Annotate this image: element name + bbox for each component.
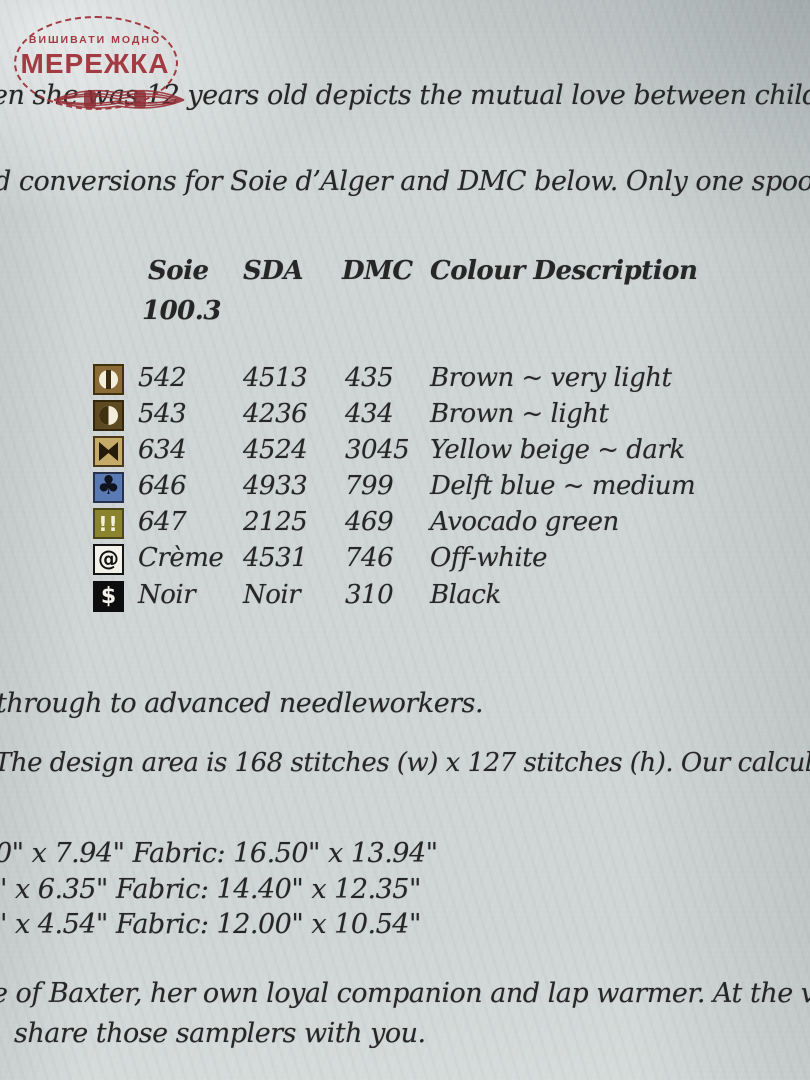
symbol-at-sign-icon: @ — [93, 544, 124, 575]
cell-dmc: 310 — [345, 580, 394, 610]
paragraph-line-conversions: d conversions for Soie d’Alger and DMC b… — [0, 166, 810, 197]
cell-description: Black — [430, 580, 501, 610]
cell-soie: 634 — [138, 435, 187, 465]
thread-skein-icon — [53, 89, 185, 109]
symbol-bowtie-x-icon — [93, 436, 124, 467]
column-header-dmc: DMC — [342, 256, 413, 286]
paragraph-line-share: share those samplers with you. — [14, 1018, 426, 1049]
paragraph-line-design-area: The design area is 168 stitches (w) x 12… — [0, 748, 810, 778]
fabric-size-line: " x 4.54" Fabric: 12.00" x 10.54" — [0, 909, 421, 940]
column-header-soie: Soie — [148, 256, 209, 286]
merezhka-logo: ВИШИВАТИ МОДНО МЕРЕЖКА — [10, 12, 190, 116]
table-row: 543 4236 434 Brown ~ light — [0, 399, 810, 435]
fabric-size-line: 0" x 7.94" Fabric: 16.50" x 13.94" — [0, 838, 438, 869]
logo-tagline: ВИШИВАТИ МОДНО — [28, 34, 162, 46]
symbol-dollar-sign-icon: $ — [93, 581, 124, 612]
table-row: 634 4524 3045 Yellow beige ~ dark — [0, 435, 810, 471]
symbol-circle-right-half-icon — [93, 400, 124, 431]
cell-dmc: 3045 — [345, 435, 410, 465]
cell-sda: Noir — [243, 580, 301, 610]
logo-brand-name: МЕРЕЖКА — [20, 48, 170, 79]
cell-sda: 4524 — [243, 435, 308, 465]
cell-description: Delft blue ~ medium — [430, 471, 696, 501]
cell-description: Brown ~ light — [430, 399, 609, 429]
symbol-double-exclamation-icon: !! — [93, 508, 124, 539]
logo-dashed-ellipse — [14, 16, 178, 110]
cell-description: Yellow beige ~ dark — [430, 435, 685, 465]
cell-sda: 4933 — [243, 471, 308, 501]
paragraph-line-needleworkers: through to advanced needleworkers. — [0, 688, 484, 719]
cell-soie: 646 — [138, 471, 187, 501]
table-row: $ Noir Noir 310 Black — [0, 580, 810, 616]
cell-sda: 2125 — [243, 507, 308, 537]
column-header-description: Colour Description — [430, 256, 698, 286]
symbol-circle-vertical-bar-icon — [93, 364, 124, 395]
cell-dmc: 434 — [345, 399, 394, 429]
cell-dmc: 435 — [345, 363, 394, 393]
cell-description: Avocado green — [430, 507, 619, 537]
cell-soie: 647 — [138, 507, 187, 537]
table-row: ♣ 646 4933 799 Delft blue ~ medium — [0, 471, 810, 507]
table-row: 542 4513 435 Brown ~ very light — [0, 363, 810, 399]
symbol-club-suit-icon: ♣ — [93, 472, 124, 503]
cell-dmc: 799 — [345, 471, 394, 501]
cell-dmc: 746 — [345, 543, 394, 573]
cell-sda: 4236 — [243, 399, 308, 429]
cell-soie: 542 — [138, 363, 187, 393]
cell-description: Off-white — [430, 543, 548, 573]
cell-soie: Noir — [138, 580, 196, 610]
cell-soie: 543 — [138, 399, 187, 429]
cell-dmc: 469 — [345, 507, 394, 537]
column-header-sda: SDA — [243, 256, 304, 286]
table-row: !! 647 2125 469 Avocado green — [0, 507, 810, 543]
table-row: @ Crème 4531 746 Off-white — [0, 543, 810, 579]
cell-description: Brown ~ very light — [430, 363, 672, 393]
cell-sda: 4531 — [243, 543, 308, 573]
cell-sda: 4513 — [243, 363, 308, 393]
paragraph-line-baxter: e of Baxter, her own loyal companion and… — [0, 978, 810, 1009]
column-header-soie-sub: 100.3 — [142, 296, 221, 326]
fabric-size-line: " x 6.35" Fabric: 14.40" x 12.35" — [0, 874, 421, 905]
cell-soie: Crème — [138, 543, 224, 573]
